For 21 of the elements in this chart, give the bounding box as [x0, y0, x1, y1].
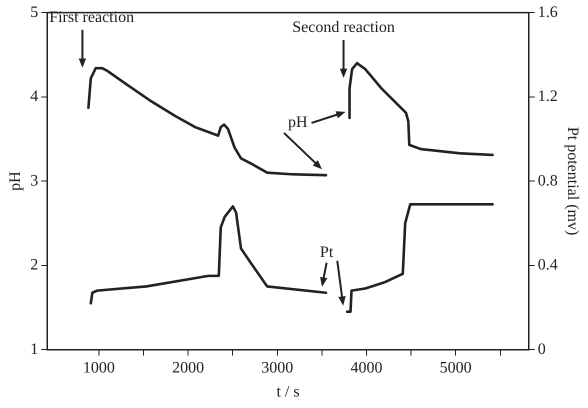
annotation: Second reaction — [292, 19, 395, 36]
x-tick-label: 1000 — [82, 359, 115, 376]
x-tick-label: 5000 — [440, 359, 472, 376]
x-axis-title: t / s — [276, 384, 300, 401]
y2-tick-label: 1.2 — [538, 88, 558, 106]
y-tick-label: 3 — [30, 172, 38, 190]
x-tick-label: 4000 — [350, 359, 382, 376]
y-axis-title: pH — [6, 170, 24, 191]
y2-tick-label: 0.4 — [538, 256, 558, 274]
y-tick-label: 1 — [30, 340, 38, 358]
y2-tick-label: 1.6 — [538, 4, 558, 21]
y-tick-label: 4 — [30, 88, 38, 106]
x-tick-label: 3000 — [261, 359, 294, 376]
legend-label: pH — [288, 114, 308, 132]
series-label: Pt — [320, 244, 334, 261]
y2-tick-label: 0 — [538, 340, 546, 358]
y-tick-label: 5 — [30, 4, 38, 21]
y2-axis-title: Pt potential (mv) — [564, 126, 582, 236]
x-tick-label: 2000 — [172, 359, 204, 376]
y2-tick-label: 0.8 — [538, 172, 558, 190]
y-tick-label: 2 — [30, 256, 38, 274]
